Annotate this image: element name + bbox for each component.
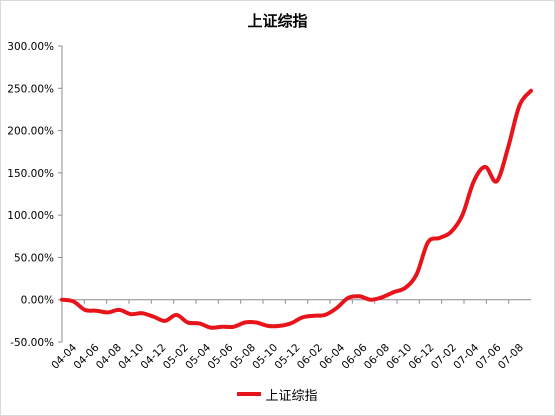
legend: 上证综指 (1, 385, 554, 404)
y-tick-label: -50.00% (10, 337, 54, 349)
y-tick-label: 200.00% (7, 126, 54, 138)
y-tick-label: 150.00% (7, 168, 54, 180)
y-tick-label: 250.00% (7, 83, 54, 95)
y-tick-label: 300.00% (7, 41, 54, 53)
legend-label: 上证综指 (265, 389, 318, 404)
series-line-上证综指 (60, 88, 533, 330)
y-tick-label: 100.00% (7, 210, 54, 222)
x-tick-label: 07-08 (496, 342, 526, 372)
y-tick-label: 50.00% (14, 252, 54, 264)
y-tick-label: 0.00% (21, 295, 54, 307)
chart-title: 上证综指 (247, 12, 308, 30)
legend-swatch (237, 391, 262, 396)
